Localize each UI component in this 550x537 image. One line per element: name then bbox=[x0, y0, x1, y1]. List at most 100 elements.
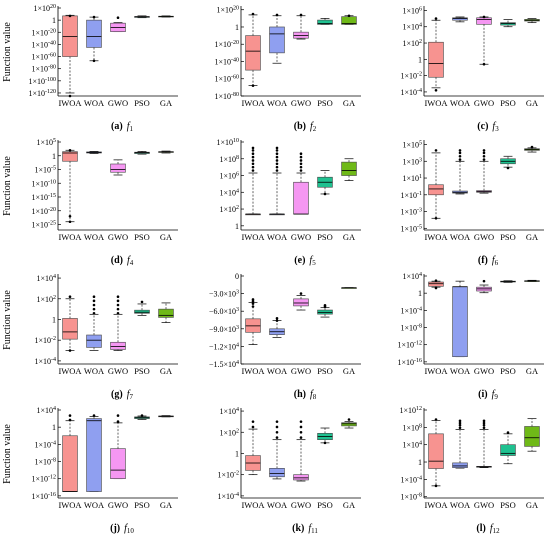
x-category-label: GWO bbox=[108, 366, 128, 376]
y-tick-label: 1 bbox=[418, 55, 422, 64]
outlier-point bbox=[434, 17, 438, 20]
panel-caption: (h) f8 bbox=[294, 389, 317, 401]
box-body bbox=[524, 426, 540, 447]
x-category-label: WOA bbox=[267, 366, 288, 376]
x-category-label: IWOA bbox=[58, 500, 82, 510]
x-category-label: IWOA bbox=[241, 232, 265, 242]
outlier-point bbox=[251, 302, 255, 305]
x-category-label: GA bbox=[343, 232, 356, 242]
x-category-label: GWO bbox=[291, 366, 311, 376]
outlier-point bbox=[299, 159, 303, 162]
outlier-point bbox=[299, 165, 303, 169]
y-tick-label: 1×10-2 bbox=[34, 336, 56, 345]
box-iwoa bbox=[62, 14, 78, 98]
x-category-label: GWO bbox=[291, 232, 311, 242]
box-chart-k: 1×104 1×102 1 1×10-2 1×10-4 IWOA WOA GWO PSO GA (k… bbox=[183, 402, 366, 536]
outlier-point bbox=[299, 430, 303, 434]
x-category-label: IWOA bbox=[241, 500, 265, 510]
box-woa bbox=[269, 316, 285, 338]
y-tick-label: 1×10-8 bbox=[400, 493, 422, 502]
outlier-point bbox=[68, 220, 72, 224]
y-tick-label: 1×10-3 bbox=[400, 208, 422, 217]
x-category-label: IWOA bbox=[424, 500, 448, 510]
outlier-point bbox=[251, 425, 255, 429]
y-tick-label: 1×10-60 bbox=[31, 53, 56, 62]
y-tick-label: 1×10-20 bbox=[214, 40, 239, 49]
outlier-point bbox=[482, 421, 486, 425]
y-tick-label: 1×104 bbox=[36, 274, 56, 283]
box-body bbox=[293, 31, 309, 39]
y-tick-label: 1×102 bbox=[219, 428, 239, 437]
outlier-point bbox=[482, 419, 486, 423]
box-gwo bbox=[476, 279, 492, 294]
y-tick-label: 1×10-4 bbox=[34, 440, 56, 449]
outlier-point bbox=[140, 414, 144, 417]
y-tick-label: 1×104 bbox=[219, 407, 239, 416]
outlier-point bbox=[482, 154, 486, 158]
x-category-label: PSO bbox=[500, 500, 516, 510]
x-category-label: PSO bbox=[317, 500, 333, 510]
x-category-label: GWO bbox=[291, 500, 311, 510]
chart-svg: Function value 1×104 1×102 1 1×10-2 1×10-4IWO… bbox=[2, 274, 178, 401]
outlier-point bbox=[275, 149, 279, 152]
box-body bbox=[269, 26, 285, 54]
y-tick-label: 1 bbox=[418, 458, 422, 467]
y-tick-label: 1×104 bbox=[219, 188, 239, 197]
outlier-point bbox=[506, 431, 510, 434]
outlier-point bbox=[458, 154, 462, 158]
box-body bbox=[293, 474, 309, 481]
panel-caption: (g) f7 bbox=[111, 389, 133, 401]
outlier-point bbox=[299, 152, 303, 156]
outlier-point bbox=[68, 214, 72, 218]
y-tick-label: 1 bbox=[235, 23, 239, 32]
box-woa bbox=[86, 151, 102, 154]
y-tick-label: 0 bbox=[235, 272, 239, 281]
outlier-point bbox=[347, 14, 351, 18]
y-axis-title: Function value bbox=[2, 22, 13, 82]
box-gwo bbox=[110, 295, 126, 351]
outlier-point bbox=[299, 436, 303, 439]
y-axis-title: Function value bbox=[2, 156, 13, 216]
x-category-label: IWOA bbox=[241, 366, 265, 376]
y-tick-label: 1×102 bbox=[219, 205, 239, 214]
x-category-label: GA bbox=[526, 232, 539, 242]
outlier-point bbox=[275, 165, 279, 169]
chart-svg: 0 −3.0×103 −6.0×103 −9.0×103 −1.2×104 −1.5×10… bbox=[209, 272, 361, 401]
y-tick-label: 1×10-40 bbox=[31, 40, 56, 49]
x-category-label: GWO bbox=[474, 500, 494, 510]
x-category-label: GA bbox=[160, 500, 173, 510]
y-tick-label: 1 bbox=[52, 315, 56, 324]
outlier-point bbox=[482, 426, 486, 430]
outlier-point bbox=[92, 414, 96, 417]
x-category-label: GA bbox=[526, 366, 539, 376]
box-woa bbox=[86, 295, 102, 351]
box-pso bbox=[134, 151, 150, 155]
box-body bbox=[134, 309, 150, 314]
x-category-label: IWOA bbox=[58, 232, 82, 242]
y-tick-label: 1×10-12 bbox=[31, 475, 56, 484]
x-category-label: WOA bbox=[267, 500, 288, 510]
x-category-label: GA bbox=[526, 500, 539, 510]
x-category-label: IWOA bbox=[424, 232, 448, 242]
outlier-point bbox=[68, 414, 72, 417]
y-tick-label: 1×108 bbox=[219, 155, 239, 164]
outlier-point bbox=[275, 319, 279, 322]
outlier-point bbox=[323, 192, 327, 196]
outlier-point bbox=[92, 59, 96, 63]
panel-caption: (b) f2 bbox=[294, 121, 317, 133]
x-category-label: PSO bbox=[500, 232, 516, 242]
outlier-point bbox=[251, 152, 255, 156]
box-chart-j: Function value 1×104 1 1×10-4 1×10-8 1×10-12 1… bbox=[0, 402, 183, 536]
x-category-label: PSO bbox=[317, 98, 333, 108]
x-category-label: GA bbox=[343, 500, 356, 510]
box-body bbox=[245, 35, 261, 71]
outlier-point bbox=[251, 149, 255, 152]
y-axis-title: Function value bbox=[2, 424, 13, 484]
y-tick-label: 1×10-4 bbox=[217, 492, 239, 501]
box-chart-d: Function value 1×105 1 1×10-5 1×10-10 1×10-15… bbox=[0, 134, 183, 268]
outlier-point bbox=[275, 420, 279, 423]
